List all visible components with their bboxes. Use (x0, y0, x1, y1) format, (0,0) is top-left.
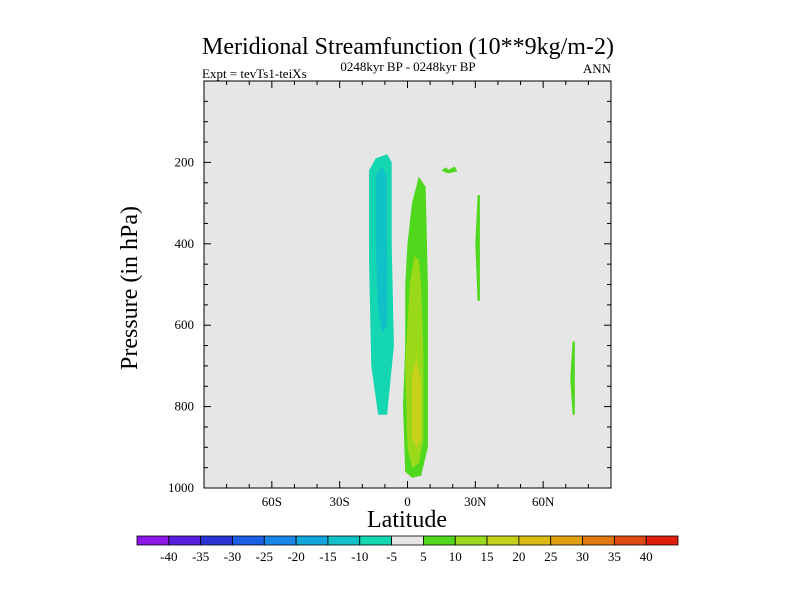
axis-ticks (204, 81, 611, 489)
colorbar-labels: -40 -35 -30 -25 -20 -15 -10 -5 5 10 15 20 25 30 35 40 (160, 549, 653, 564)
contour-region-9 (412, 357, 422, 448)
colorbar-label: 5 (420, 549, 427, 564)
x-tick-label: 30N (464, 494, 487, 509)
y-tick-label: 200 (175, 154, 195, 169)
right-subtitle: ANN (583, 61, 612, 76)
colorbar-label: 10 (449, 549, 462, 564)
colorbar (136, 535, 679, 546)
colorbar-box (168, 535, 202, 546)
left-subtitle: Expt = tevTs1-teiXs (202, 66, 307, 81)
colorbar-box (232, 535, 265, 546)
y-tick-label: 1000 (168, 480, 194, 495)
colorbar-label: 30 (576, 549, 589, 564)
colorbar-label: -35 (192, 549, 209, 564)
colorbar-box (582, 535, 615, 546)
contour-regions (240, 81, 575, 478)
contour-region-11 (475, 195, 480, 301)
colorbar-label: 40 (640, 549, 653, 564)
contour-region-10 (441, 166, 458, 174)
contour-region-12 (559, 81, 562, 147)
colorbar-box (263, 535, 297, 546)
colorbar-label: 15 (481, 549, 494, 564)
contour-region-1 (253, 81, 272, 456)
contour-region-0 (240, 89, 243, 362)
colorbar-box (391, 535, 424, 546)
y-tick-label: 400 (175, 236, 195, 251)
y-axis-label: Pressure (in hPa) (117, 206, 143, 370)
colorbar-label: -25 (256, 549, 273, 564)
contour-region-4 (375, 166, 388, 334)
chart-title: Meridional Streamfunction (10**9kg/m-2) (202, 34, 614, 60)
colorbar-label: 25 (544, 549, 557, 564)
x-tick-label: 60S (262, 494, 282, 509)
colorbar-box (454, 535, 488, 546)
contour-region-5 (434, 174, 437, 216)
colorbar-box (327, 535, 361, 546)
colorbar-box (423, 535, 456, 546)
colorbar-box (613, 535, 647, 546)
x-axis-label: Latitude (367, 507, 447, 533)
colorbar-label: -10 (351, 549, 368, 564)
colorbar-box (295, 535, 329, 546)
y-tick-labels: 200 400 600 800 1000 (168, 154, 194, 495)
colorbar-box (486, 535, 520, 546)
colorbar-label: 20 (512, 549, 525, 564)
x-tick-labels: 60S 30S 0 30N 60N (262, 494, 555, 509)
colorbar-label: 35 (608, 549, 621, 564)
colorbar-box (200, 535, 233, 546)
colorbar-label: -30 (224, 549, 241, 564)
colorbar-box (645, 535, 679, 546)
contour-region-13 (570, 341, 575, 415)
colorbar-label: -40 (160, 549, 177, 564)
y-tick-label: 800 (175, 399, 195, 414)
colorbar-box (136, 535, 170, 546)
x-tick-label: 60N (532, 494, 555, 509)
y-tick-label: 600 (175, 317, 195, 332)
colorbar-label: -5 (386, 549, 397, 564)
center-subtitle: 0248kyr BP - 0248kyr BP (340, 59, 475, 74)
contour-region-6 (434, 219, 446, 440)
colorbar-label: -20 (287, 549, 304, 564)
x-tick-label: 30S (330, 494, 350, 509)
x-tick-label: 0 (404, 494, 411, 509)
colorbar-box (518, 535, 552, 546)
colorbar-label: -15 (319, 549, 336, 564)
colorbar-box (359, 535, 392, 546)
colorbar-box (550, 535, 583, 546)
